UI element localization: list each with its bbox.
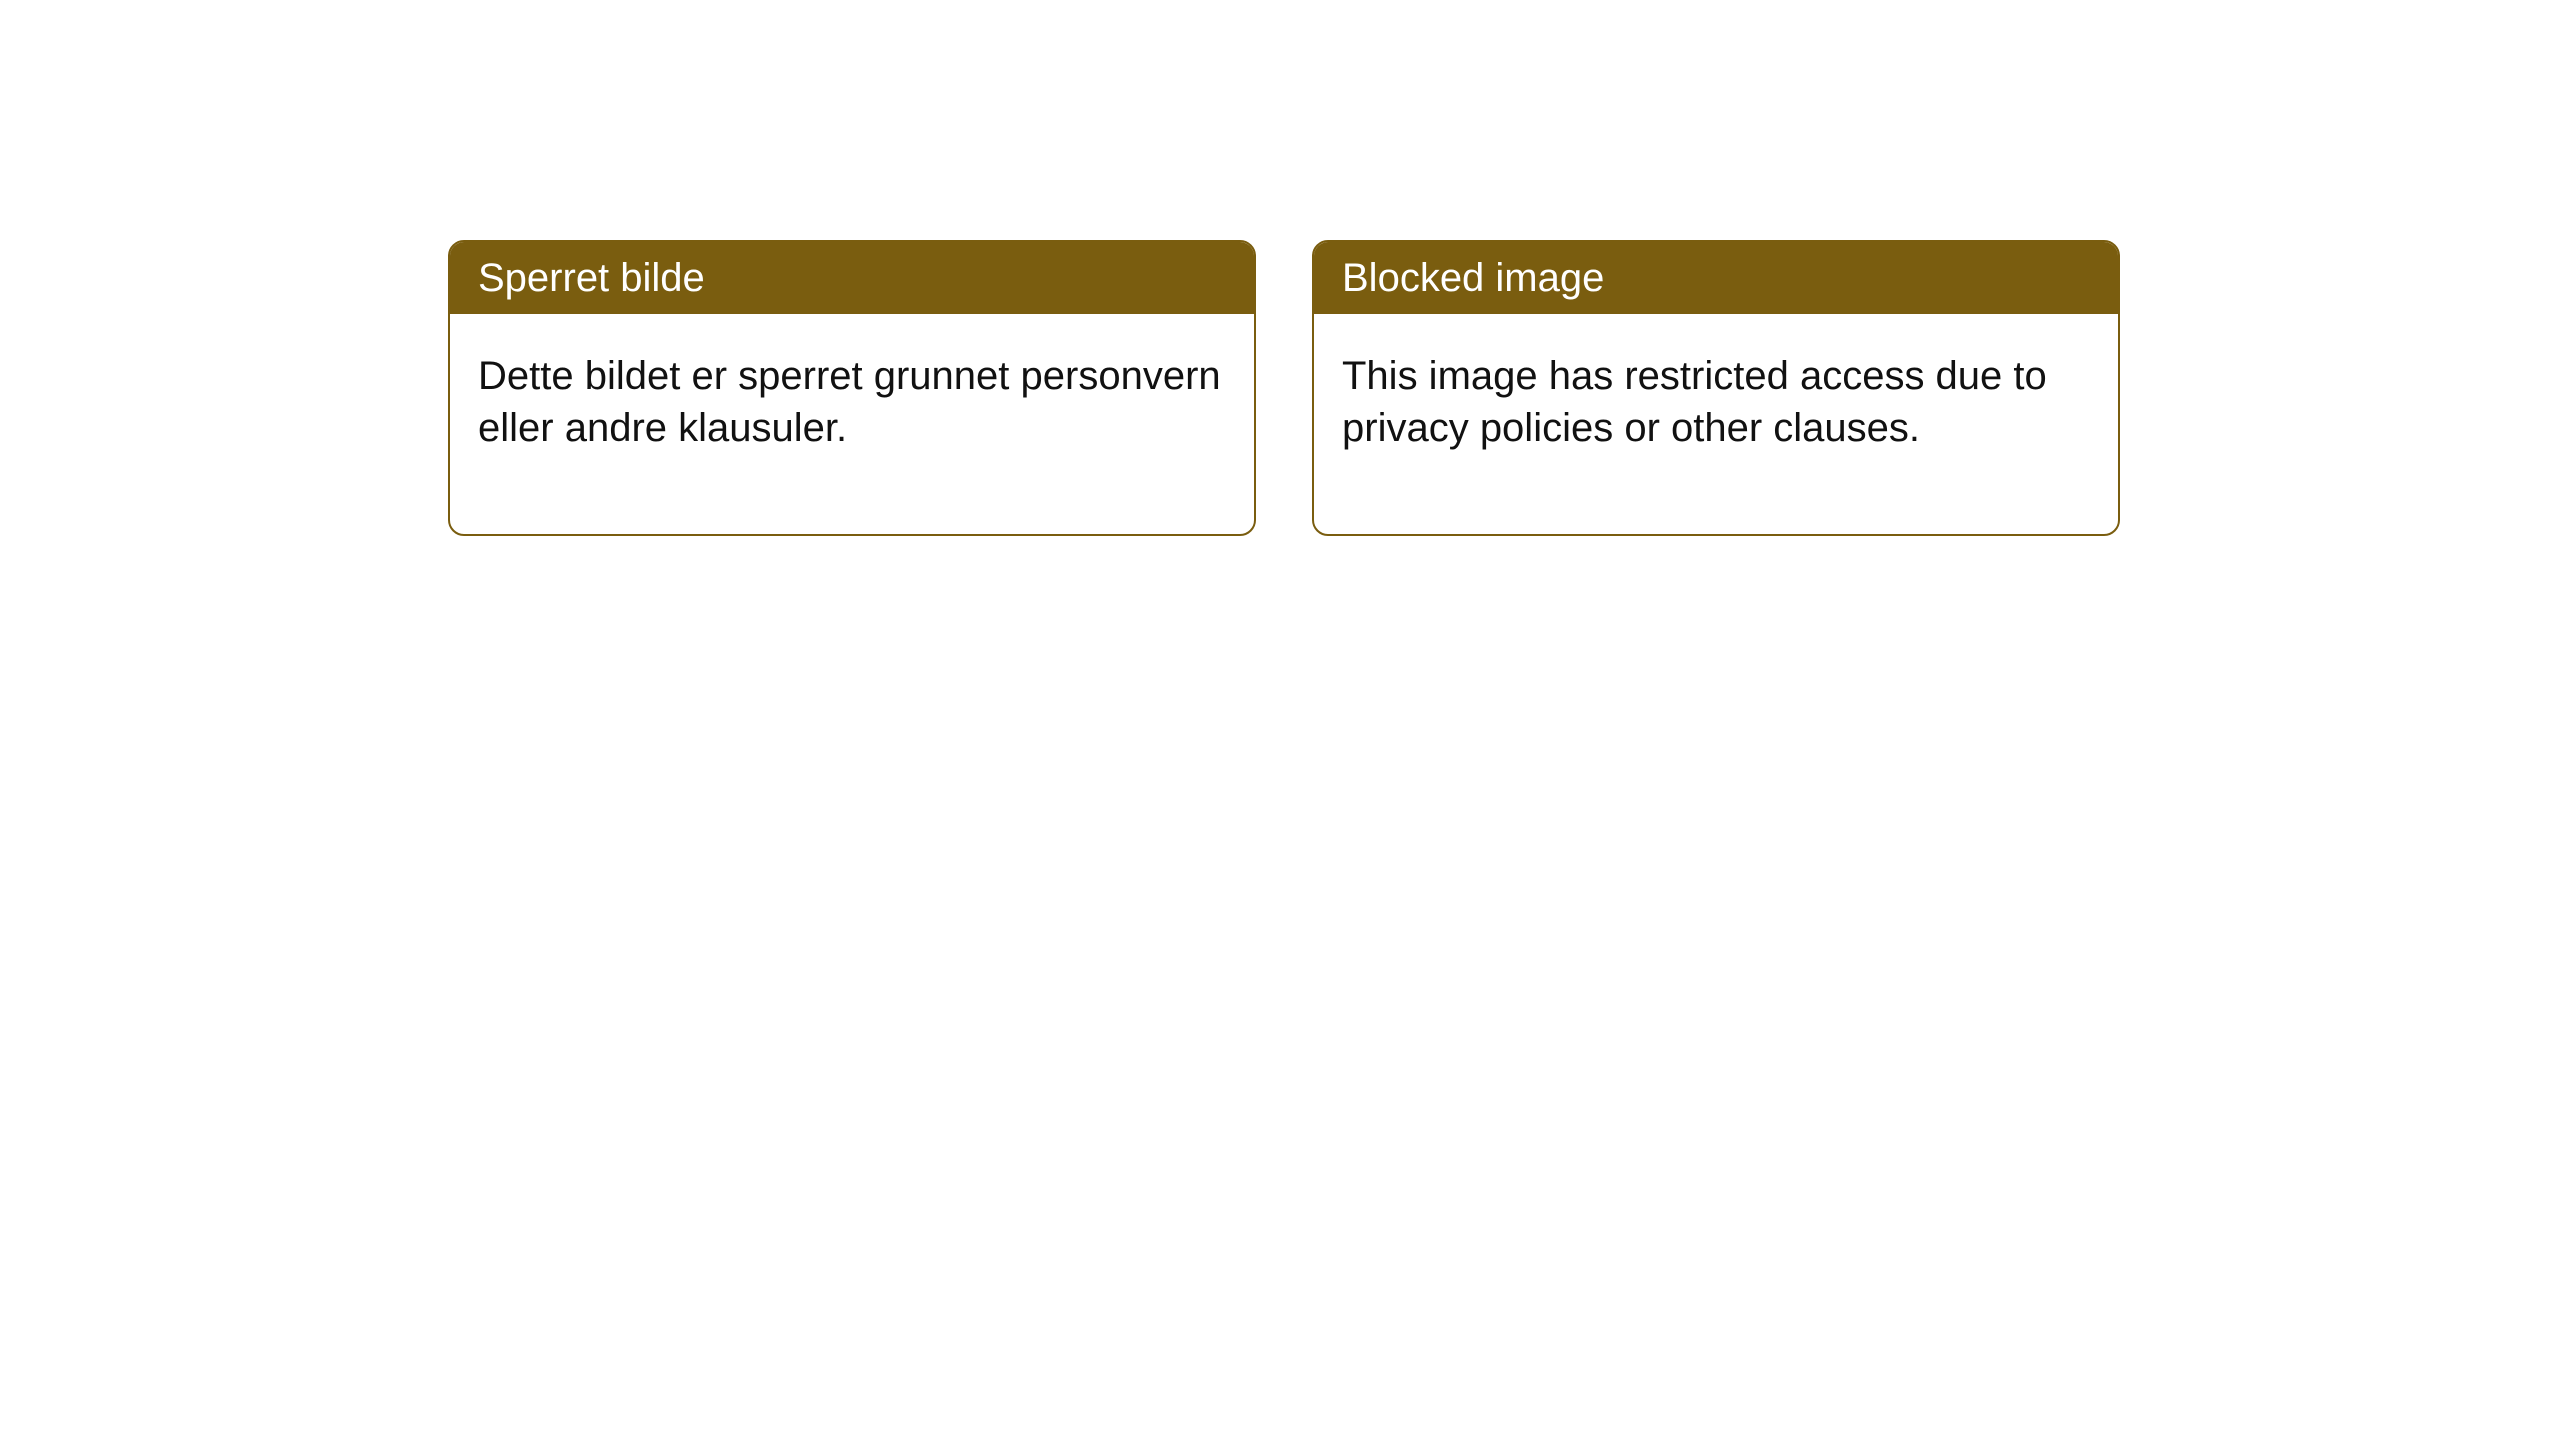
card-title: Blocked image bbox=[1342, 256, 1604, 300]
card-body-text: This image has restricted access due to … bbox=[1342, 354, 2047, 450]
card-body-text: Dette bildet er sperret grunnet personve… bbox=[478, 354, 1221, 450]
notice-card-norwegian: Sperret bilde Dette bildet er sperret gr… bbox=[448, 240, 1256, 536]
card-header: Sperret bilde bbox=[450, 242, 1254, 314]
notice-container: Sperret bilde Dette bildet er sperret gr… bbox=[0, 0, 2560, 536]
notice-card-english: Blocked image This image has restricted … bbox=[1312, 240, 2120, 536]
card-body: Dette bildet er sperret grunnet personve… bbox=[450, 314, 1254, 534]
card-header: Blocked image bbox=[1314, 242, 2118, 314]
card-body: This image has restricted access due to … bbox=[1314, 314, 2118, 534]
card-title: Sperret bilde bbox=[478, 256, 705, 300]
